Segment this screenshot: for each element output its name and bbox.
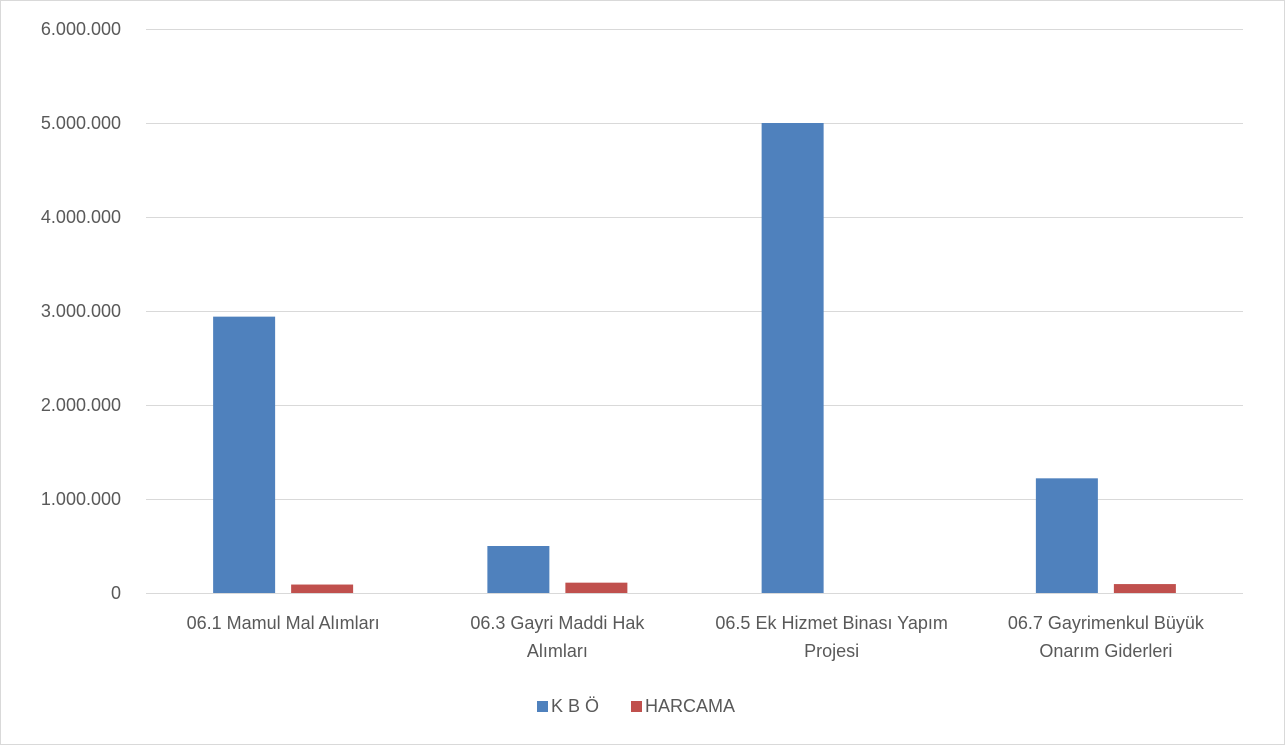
category-label-line: 06.1 Mamul Mal Alımları <box>187 613 380 633</box>
legend-swatch <box>537 701 548 712</box>
y-tick-label: 4.000.000 <box>41 207 121 227</box>
y-tick-label: 5.000.000 <box>41 113 121 133</box>
gridlines <box>146 29 1243 500</box>
bars <box>213 123 1176 593</box>
bar-kbo <box>761 123 824 593</box>
y-tick-label: 2.000.000 <box>41 395 121 415</box>
category-label-line: Projesi <box>804 641 859 661</box>
bar-kbo <box>213 316 276 593</box>
y-tick-label: 3.000.000 <box>41 301 121 321</box>
legend-swatch <box>631 701 642 712</box>
y-axis-tick-labels: 0 1.000.000 2.000.000 3.000.000 4.000.000 5.0… <box>41 19 121 603</box>
category-label-line: 06.3 Gayri Maddi Hak <box>470 613 645 633</box>
bar-harcama <box>1113 584 1176 593</box>
legend-label: HARCAMA <box>645 696 735 716</box>
category-label: 06.5 Ek Hizmet Binası Yapım Projesi <box>715 613 947 661</box>
category-label: 06.1 Mamul Mal Alımları <box>187 613 380 633</box>
category-label-line: 06.7 Gayrimenkul Büyük <box>1008 613 1205 633</box>
y-tick-label: 0 <box>111 583 121 603</box>
x-axis-category-labels: 06.1 Mamul Mal Alımları 06.3 Gayri Maddi … <box>187 613 1205 661</box>
category-label-line: Onarım Giderleri <box>1039 641 1172 661</box>
y-tick-label: 1.000.000 <box>41 489 121 509</box>
y-tick-label: 6.000.000 <box>41 19 121 39</box>
category-label: 06.7 Gayrimenkul Büyük Onarım Giderleri <box>1008 613 1205 661</box>
category-label: 06.3 Gayri Maddi Hak Alımları <box>470 613 645 661</box>
legend: K B Ö HARCAMA <box>537 696 735 716</box>
legend-label: K B Ö <box>551 696 599 716</box>
category-label-line: Alımları <box>527 641 588 661</box>
category-label-line: 06.5 Ek Hizmet Binası Yapım <box>715 613 947 633</box>
bar-harcama <box>291 584 354 593</box>
bar-harcama <box>565 582 628 593</box>
bar-kbo <box>1035 478 1098 593</box>
bar-kbo <box>487 546 550 593</box>
